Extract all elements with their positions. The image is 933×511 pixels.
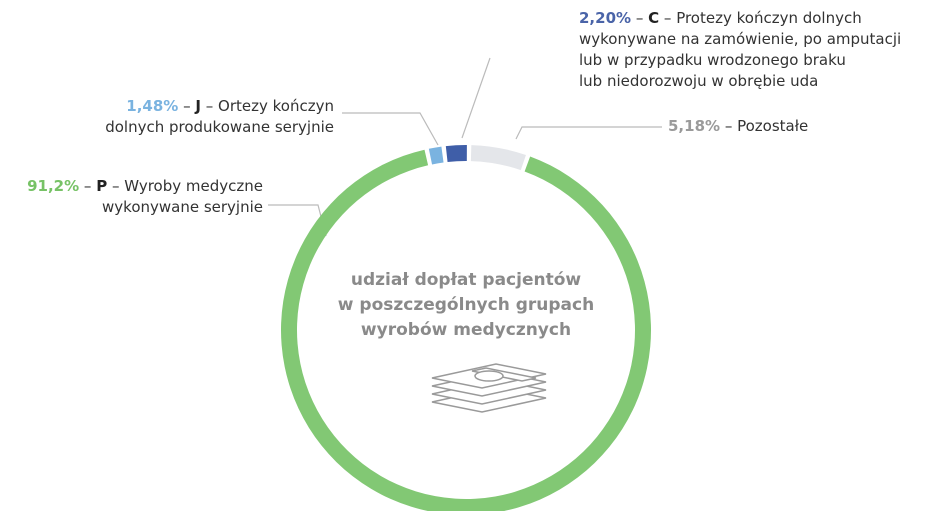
separator: – [205,97,214,115]
value-label: 91,2% [27,177,80,195]
code: C [648,9,660,27]
value-label: 1,48% [126,97,179,115]
donut-slice [428,146,444,165]
separator: – [663,9,672,27]
separator: – [83,177,92,195]
category-label: Protezy kończyn dolnych wykonywane na za… [579,9,902,90]
category-label: Pozostałe [737,117,809,135]
donut-slice [445,145,467,163]
slice-label: 1,48% – J – Ortezy kończyn dolnych produ… [105,96,334,138]
slice-label: 5,18% – Pozostałe [668,116,808,137]
value-label: 2,20% [579,9,632,27]
leader-line [461,57,491,139]
donut-slice [470,145,526,171]
leader-line [342,112,439,146]
separator: – [635,9,644,27]
category-label: Wyroby medyczne wykonywane seryjnie [102,177,263,216]
leader-line [515,126,662,140]
center-label: udział dopłat pacjentów w poszczególnych… [337,270,595,340]
code: P [96,177,108,195]
value-label: 5,18% [668,117,721,135]
money-icon [431,363,547,413]
separator: – [724,117,733,135]
separator: – [183,97,191,115]
slice-label: 91,2% – P – Wyroby medyczne wykonywane s… [27,176,263,218]
category-label: Ortezy kończyn dolnych produkowane seryj… [105,97,334,136]
code: J [195,97,201,115]
separator: – [111,177,120,195]
slice-label: 2,20% – C – Protezy kończyn dolnych wyko… [579,8,901,92]
